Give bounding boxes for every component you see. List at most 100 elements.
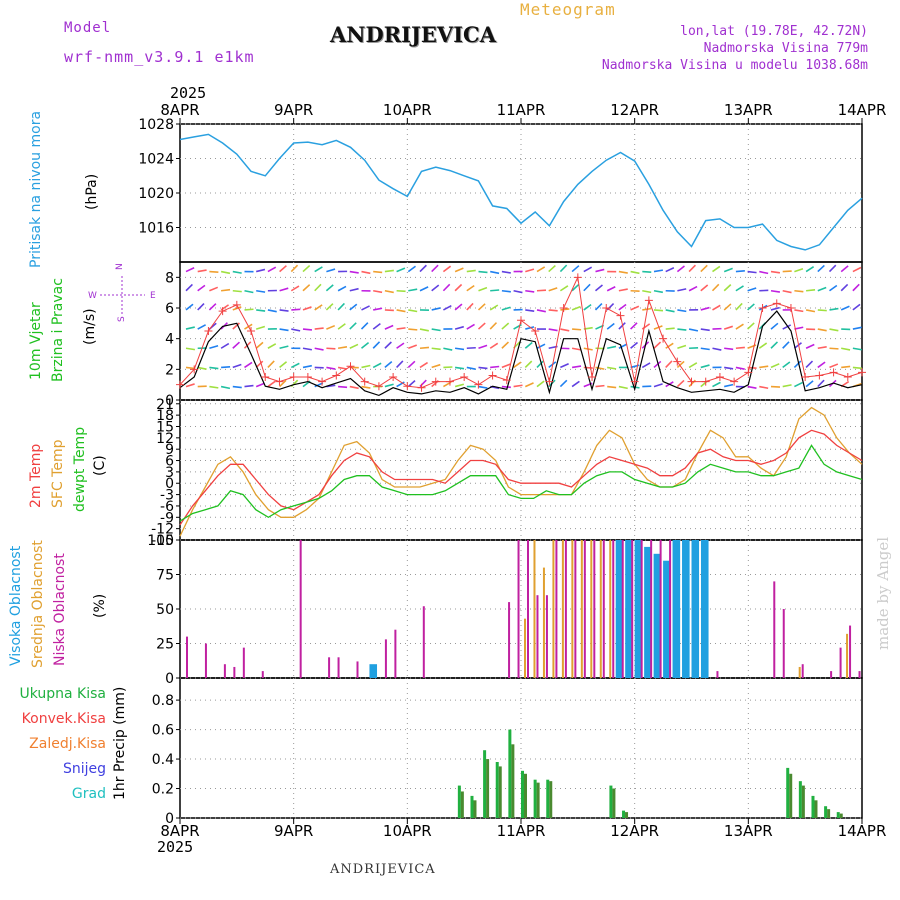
wind-arrow	[244, 384, 254, 388]
cloud-bar	[602, 540, 605, 678]
cloud-bar	[650, 540, 653, 678]
wind-arrow	[688, 264, 696, 273]
wind-arrow	[325, 303, 334, 311]
wind-arrow	[840, 283, 849, 292]
wind-arrow	[396, 342, 405, 349]
wind-arrow	[302, 284, 311, 292]
wind-arrow	[817, 328, 827, 332]
precip-tick-label: 0	[165, 811, 174, 827]
wind-arrow	[349, 270, 359, 274]
wind-arrow	[665, 327, 675, 330]
cloud-tick-label: 100	[147, 533, 174, 549]
wind-arrow	[466, 284, 475, 292]
cloud-bar	[384, 639, 387, 678]
wind-arrow	[384, 341, 392, 349]
wind-arrow	[794, 289, 804, 293]
wind-arrow	[712, 265, 721, 273]
wind-gust-marker	[744, 368, 753, 377]
wind-arrow	[723, 267, 733, 273]
wind-arrow	[360, 322, 369, 330]
wind-arrow	[314, 382, 324, 388]
wind-arrow	[302, 328, 313, 331]
compass-cross	[100, 276, 145, 316]
wind-arrow	[560, 308, 570, 311]
wind-arrow	[337, 302, 345, 311]
wind-arrow	[232, 363, 242, 369]
wind-gust-marker	[531, 327, 540, 335]
cloud-bar	[204, 643, 207, 678]
cloud-bar	[593, 540, 596, 678]
legend-total-rain: Ukupna Kisa	[19, 686, 106, 702]
wind-arrow	[373, 270, 383, 274]
wind-arrow	[477, 303, 486, 311]
cloud-bar	[574, 540, 577, 678]
cloud-bar	[524, 618, 526, 678]
wind-arrow	[513, 384, 523, 388]
wind-arrow	[747, 344, 757, 349]
cloud-bar	[533, 540, 536, 678]
wind-gust-marker	[616, 311, 625, 320]
wind-arrow	[291, 328, 301, 332]
wind-arrow	[232, 341, 241, 349]
wind-arrow	[525, 309, 535, 313]
wind-arrow	[314, 347, 324, 351]
wind-arrow	[841, 347, 851, 351]
wind-arrow	[583, 366, 593, 369]
wind-arrow	[794, 309, 804, 313]
wind-tick-label: 8	[165, 270, 174, 286]
wind-gust-marker	[801, 373, 810, 381]
wind-arrow	[560, 362, 569, 369]
cloud-tick-label: 25	[156, 637, 174, 653]
wind-arrow	[279, 345, 289, 350]
wind-gust-marker	[474, 380, 483, 389]
wind-arrow	[349, 322, 357, 330]
wind-arrow	[419, 286, 429, 292]
wind-gust-marker	[517, 316, 525, 325]
wind-arrow	[419, 346, 430, 350]
wind-arrow	[349, 385, 359, 390]
cloud-bar	[561, 540, 564, 678]
wind-arrow	[524, 341, 533, 349]
wind-arrow	[454, 366, 465, 370]
wind-arrow	[466, 346, 476, 350]
wind-arrow	[735, 366, 745, 370]
day-label-bottom: 8APR	[160, 822, 199, 840]
wind-arrow	[852, 347, 862, 351]
wind-arrow	[665, 267, 675, 273]
wind-gust-marker	[261, 373, 270, 381]
wind-arrow	[805, 343, 815, 349]
precip-bar	[473, 800, 477, 818]
day-label-bottom: 10APR	[383, 822, 432, 840]
wind-arrow	[407, 265, 417, 273]
precip-bar	[814, 800, 818, 818]
wind-gust-marker	[247, 327, 256, 335]
wind-arrow	[396, 267, 406, 273]
wind-arrow	[642, 289, 652, 294]
wind-arrow	[712, 381, 721, 388]
wind-arrow	[267, 266, 277, 273]
wind-arrow	[559, 379, 568, 388]
pressure-tick-label: 1028	[138, 117, 174, 133]
temp-tick-label: 15	[156, 419, 174, 435]
wind-arrow	[548, 287, 558, 292]
wind-arrow	[630, 322, 638, 330]
wind-arrow	[525, 289, 535, 293]
wind-arrow	[431, 363, 441, 369]
wind-arrow	[326, 347, 336, 350]
wind-arrow	[419, 361, 429, 369]
wind-arrow	[209, 286, 219, 292]
wind-arrow	[349, 287, 359, 292]
wind-arrow	[513, 361, 522, 369]
precip-bar	[549, 781, 553, 818]
coords-label: lon,lat (19.78E, 42.72N)	[680, 24, 868, 39]
wind-arrow	[361, 342, 370, 349]
wind-arrow	[805, 360, 814, 368]
wind-arrow	[384, 324, 394, 330]
cloud-bar	[672, 540, 681, 678]
precip-bar	[811, 795, 815, 818]
wind-arrow	[501, 322, 510, 330]
wind-arrow	[759, 385, 769, 390]
cloud-bar	[328, 657, 331, 678]
wind-arrow	[454, 325, 464, 330]
wind-arrow	[290, 285, 300, 292]
